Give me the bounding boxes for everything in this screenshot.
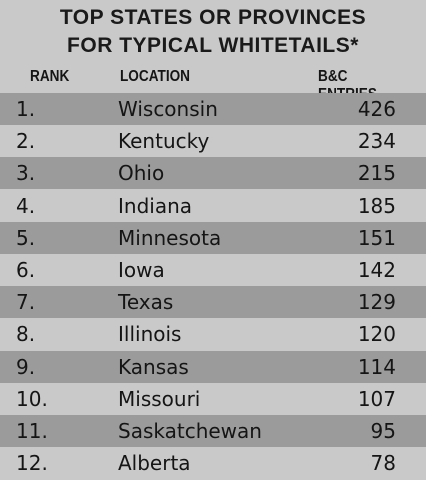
entries: 151 (357, 225, 396, 250)
rank: 10. (16, 386, 48, 411)
table-row: 5. Minnesota 151 (0, 221, 426, 254)
table-row: 11. Saskatchewan 95 (0, 415, 426, 447)
location: Iowa (118, 258, 165, 282)
rank: 6. (16, 258, 36, 282)
table-row: 1. Wisconsin 426 (0, 93, 426, 125)
rank: 11. (16, 419, 48, 443)
location: Kentucky (118, 129, 210, 154)
rank: 2. (16, 129, 36, 154)
location: Kansas (118, 354, 189, 379)
location: Indiana (118, 193, 193, 218)
title: TOP STATES OR PROVINCES (59, 6, 367, 29)
column-header: RANK (30, 68, 70, 85)
location: Wisconsin (118, 97, 218, 121)
entries: 426 (357, 97, 396, 121)
rank: 3. (16, 161, 36, 186)
rank: 4. (16, 193, 36, 218)
table-row: 2. Kentucky 234 (0, 125, 426, 157)
location: Minnesota (118, 225, 222, 250)
table-row: 7. Texas 129 (0, 286, 426, 319)
location: Texas (118, 290, 174, 315)
rank: 7. (16, 290, 36, 315)
location: Alberta (118, 451, 191, 476)
rank: 8. (16, 322, 36, 347)
table-row: 6. Iowa 142 (0, 254, 426, 286)
entries: 107 (357, 386, 396, 411)
entries: 78 (370, 451, 396, 476)
entries: 129 (357, 290, 396, 315)
rank: 5. (16, 225, 36, 250)
entries: 95 (370, 419, 396, 443)
rank: 12. (16, 451, 48, 476)
entries: 114 (357, 354, 396, 379)
rank: 1. (16, 97, 36, 121)
entries: 142 (357, 258, 396, 282)
table-row: 4. Indiana 185 (0, 190, 426, 222)
table-row: 9. Kansas 114 (0, 350, 426, 383)
table-row: 12. Alberta 78 (0, 447, 426, 479)
title: FOR TYPICAL WHITETAILS* (67, 34, 359, 57)
entries: 120 (357, 322, 396, 347)
table-row: 8. Illinois 120 (0, 318, 426, 350)
location: Saskatchewan (118, 419, 262, 443)
entries: 215 (357, 161, 396, 186)
location: Illinois (118, 322, 182, 347)
table-row: 3. Ohio 215 (0, 157, 426, 190)
entries: 185 (357, 193, 396, 218)
location: Missouri (118, 386, 201, 411)
rank: 9. (16, 354, 36, 379)
location: Ohio (118, 161, 165, 186)
entries: 234 (357, 129, 396, 154)
table-row: 10. Missouri 107 (0, 383, 426, 415)
column-header: LOCATION (120, 68, 191, 85)
